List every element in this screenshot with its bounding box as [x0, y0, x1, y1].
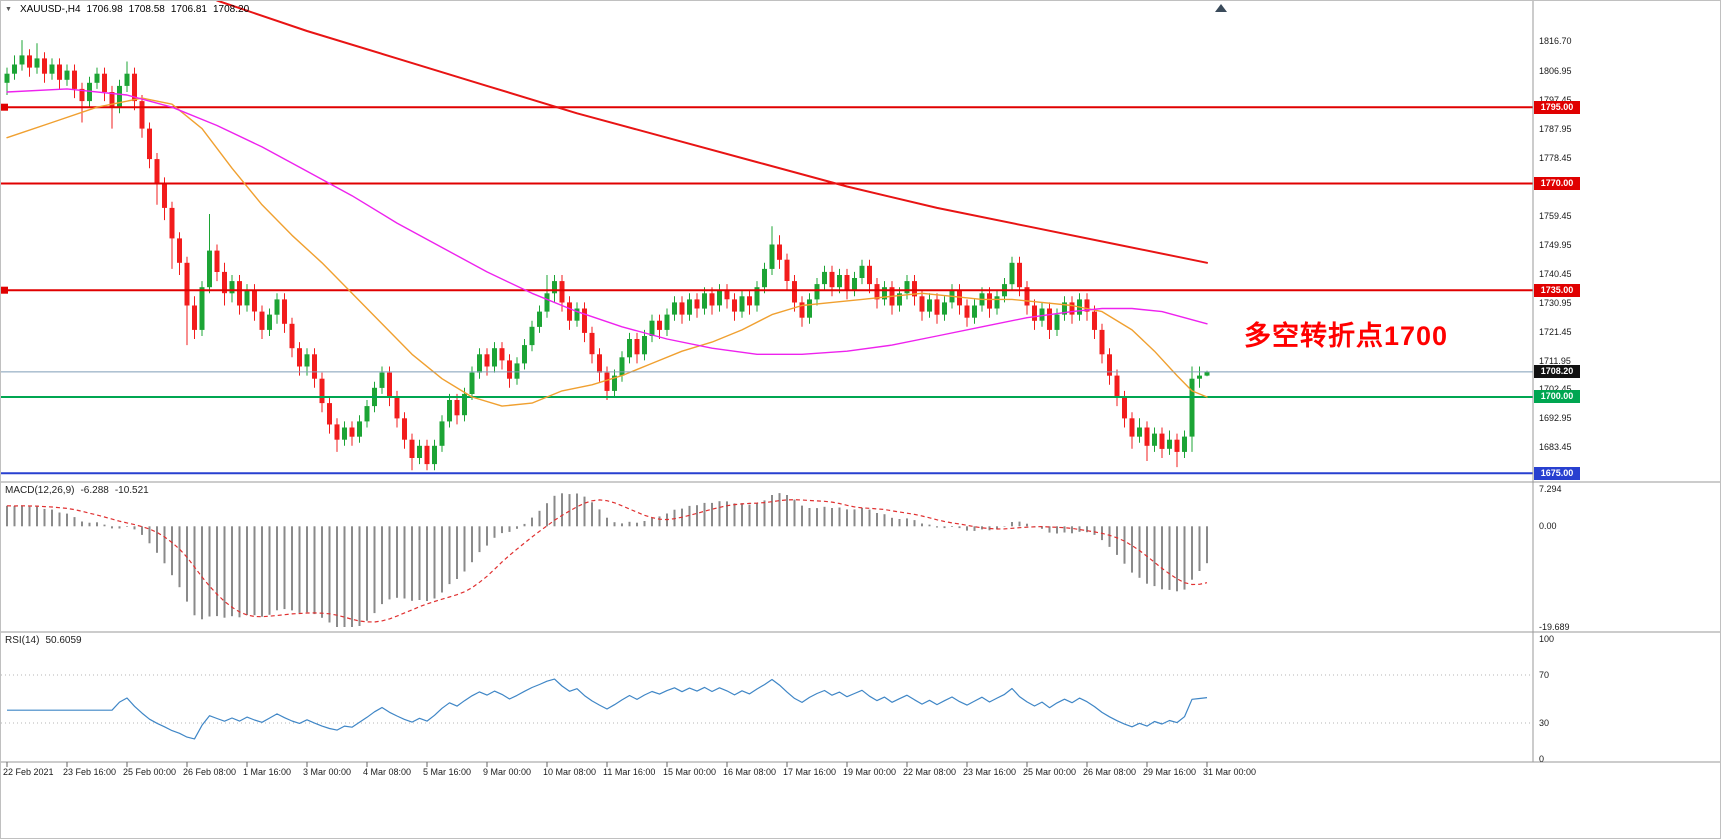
price-tick-label: 1816.70	[1539, 36, 1572, 47]
price-tick-label: 1740.45	[1539, 268, 1572, 279]
rsi-line	[7, 678, 1208, 740]
time-label: 23 Mar 16:00	[963, 767, 1017, 777]
price-tick-label: 1702.45	[1539, 383, 1572, 395]
time-label: 19 Mar 00:00	[843, 767, 897, 777]
ohlc-close: 1708.20	[212, 4, 250, 15]
price-tick-label: 1806.95	[1539, 65, 1572, 76]
medium-ma-magenta	[6, 88, 1208, 355]
price-tick-label: 1759.45	[1539, 210, 1572, 221]
macd-scale-label: 0.00	[1539, 521, 1557, 532]
price-badge: 1735.00	[1534, 283, 1580, 297]
time-label: 22 Mar 08:00	[903, 767, 957, 777]
rsi-name: RSI(14)	[5, 635, 40, 646]
collapse-arrow-icon[interactable]: ▼	[5, 6, 12, 13]
time-label: 29 Mar 16:00	[1143, 767, 1197, 777]
macd-value-main: -6.288	[80, 485, 109, 496]
rsi-indicator-label: RSI(14) 50.6059	[5, 635, 88, 646]
time-label: 25 Feb 00:00	[123, 767, 177, 777]
rsi-scale-label: 30	[1539, 718, 1550, 728]
macd-indicator-label: MACD(12,26,9) -6.288 -10.521	[5, 485, 155, 496]
rsi-scale-label: 0	[1539, 754, 1545, 764]
macd-scale-label: 7.294	[1539, 484, 1562, 494]
time-label: 17 Mar 16:00	[783, 767, 837, 777]
price-tick-label: 1711.95	[1539, 355, 1571, 366]
ohlc-low: 1706.81	[170, 4, 207, 15]
macd-histogram	[6, 493, 1208, 627]
time-label: 31 Mar 00:00	[1203, 767, 1257, 777]
macd-value-signal: -10.521	[114, 485, 149, 496]
price-tick-label: 1787.95	[1539, 123, 1572, 134]
ohlc-high: 1708.58	[128, 4, 165, 15]
horizontal-level-lines[interactable]	[1, 103, 1533, 475]
time-label: 16 Mar 08:00	[723, 767, 777, 777]
macd-name: MACD(12,26,9)	[5, 485, 75, 496]
time-label: 5 Mar 16:00	[423, 767, 472, 777]
price-tick-label: 1797.45	[1539, 94, 1572, 106]
rsi-value: 50.6059	[45, 635, 82, 646]
price-badge: 1770.00	[1534, 176, 1580, 190]
price-badge: 1700.00	[1534, 390, 1580, 404]
symbol-period-label: XAUUSD-,H4	[19, 4, 81, 15]
ohlc-open: 1706.98	[86, 4, 123, 15]
time-label: 10 Mar 08:00	[543, 767, 597, 777]
fast-ma-orange	[6, 97, 1208, 407]
slow-ma-red	[216, 1, 1208, 264]
rsi-scale-label: 70	[1539, 670, 1550, 680]
time-label: 4 Mar 08:00	[363, 767, 412, 777]
time-label: 23 Feb 16:00	[63, 767, 117, 777]
rsi-scale-label: 100	[1539, 634, 1555, 644]
time-label: 26 Feb 08:00	[183, 767, 237, 777]
price-tick-label: 1683.45	[1539, 442, 1572, 453]
chart-shift-icon[interactable]	[1215, 4, 1227, 12]
time-label: 9 Mar 00:00	[483, 767, 532, 777]
time-label: 25 Mar 00:00	[1023, 767, 1077, 777]
price-tick-label: 1721.45	[1539, 326, 1572, 337]
price-tick-label: 1778.45	[1539, 152, 1572, 163]
price-tick-label: 1730.95	[1539, 297, 1572, 308]
price-axis[interactable]: 1816.70 1806.95 1797.45 1787.95 1778.45 1759.…	[1533, 1, 1720, 764]
time-label: 22 Feb 2021	[3, 767, 54, 777]
time-axis[interactable]: 22 Feb 2021 23 Feb 16:00 25 Feb 00:00 26 Fe…	[1, 762, 1720, 784]
chart-title: ▼ XAUUSD-,H4 1706.98 1708.58 1706.81 170…	[5, 4, 249, 15]
candlesticks	[4, 40, 1210, 471]
price-badge: 1708.20	[1534, 365, 1580, 379]
time-label: 3 Mar 00:00	[303, 767, 352, 777]
time-label: 11 Mar 16:00	[603, 767, 656, 777]
price-badge: 1675.00	[1534, 466, 1580, 480]
price-tick-label: 1692.95	[1539, 413, 1572, 424]
annotation-text: 多空转折点1700	[1244, 321, 1449, 351]
time-label: 15 Mar 00:00	[663, 767, 717, 777]
price-badge: 1795.00	[1534, 100, 1580, 114]
macd-signal-line	[6, 499, 1208, 623]
time-label: 1 Mar 16:00	[243, 767, 292, 777]
price-tick-label: 1749.95	[1539, 239, 1572, 250]
macd-scale-label: -19.689	[1539, 622, 1570, 632]
time-label: 26 Mar 08:00	[1083, 767, 1137, 777]
